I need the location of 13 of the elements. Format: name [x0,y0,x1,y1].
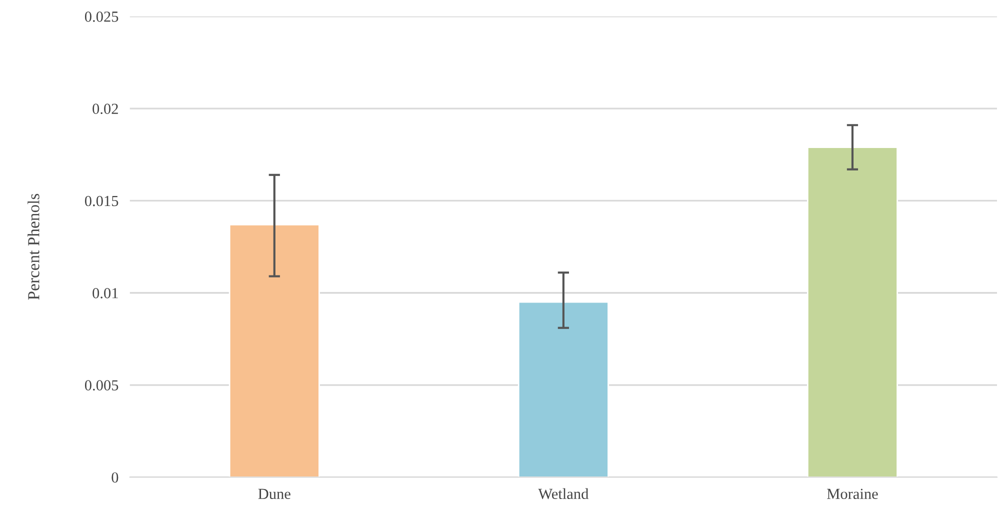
x-tick-label: Moraine [827,488,878,500]
y-tick-label: 0 [112,472,118,483]
y-tick-label: 0.005 [84,380,118,391]
x-tick-label: Wetland [538,488,589,500]
bar [806,146,898,478]
y-tick-label: 0.01 [92,288,118,298]
y-axis-title: Percent Phenols [28,194,40,300]
bar [518,301,609,478]
y-tick-label: 0.02 [92,104,118,114]
y-tick-label: 0.015 [84,196,118,206]
x-tick-label: Dune [258,488,290,500]
bar [228,224,320,478]
y-tick-label: 0.025 [84,12,118,22]
